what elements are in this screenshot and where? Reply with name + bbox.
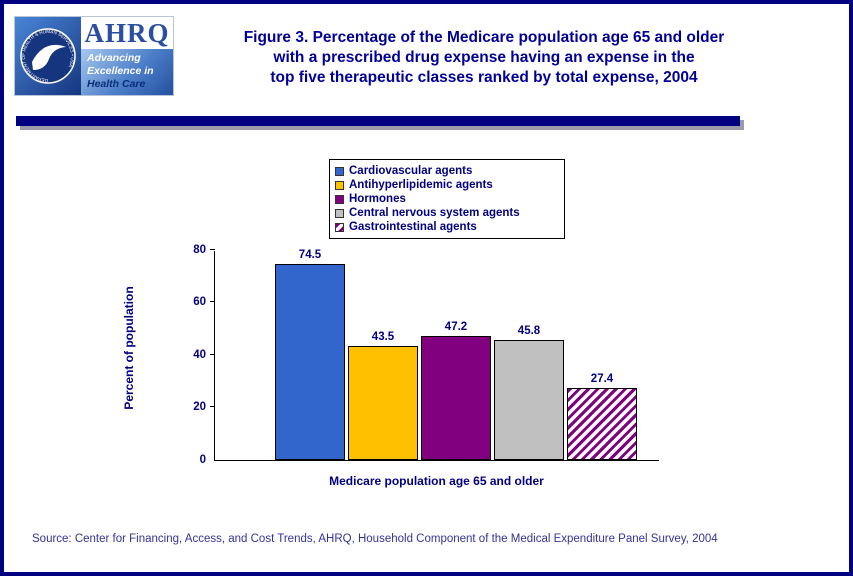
legend-item: Gastrointestinal agents bbox=[335, 220, 558, 234]
legend-swatch bbox=[335, 194, 344, 204]
legend-label: Central nervous system agents bbox=[349, 207, 520, 219]
ahrq-wordmark: AHRQ bbox=[84, 18, 170, 48]
y-tick-mark bbox=[210, 301, 215, 302]
figure-title: Figure 3. Percentage of the Medicare pop… bbox=[164, 28, 804, 88]
eagle-icon bbox=[32, 44, 66, 70]
source-note: Source: Center for Financing, Access, an… bbox=[32, 533, 718, 545]
y-tick-mark bbox=[210, 354, 215, 355]
bar-value-label: 47.2 bbox=[444, 321, 468, 333]
bar-column: 45.8 bbox=[494, 325, 564, 460]
header-divider bbox=[16, 116, 740, 126]
y-tick-label: 20 bbox=[193, 401, 206, 413]
plot-area: 74.5 43.5 47.2 45.8 27.4 0 20 40 60 80 bbox=[193, 244, 659, 466]
legend-label: Hormones bbox=[349, 193, 406, 205]
bar bbox=[348, 346, 418, 460]
figure-title-line: with a prescribed drug expense having an… bbox=[273, 49, 695, 66]
legend-item: Cardiovascular agents bbox=[335, 164, 558, 178]
y-tick-mark bbox=[210, 249, 215, 250]
x-axis-title: Medicare population age 65 and older bbox=[329, 474, 544, 488]
hhs-logo: DEPARTMENT OF HEALTH & HUMAN SERVICES • … bbox=[15, 17, 81, 95]
legend-label: Cardiovascular agents bbox=[349, 165, 473, 177]
y-tick-label: 40 bbox=[193, 349, 206, 361]
tagline-line: Advancing bbox=[87, 52, 141, 64]
bar-value-label: 74.5 bbox=[298, 249, 322, 261]
legend-label: Antihyperlipidemic agents bbox=[349, 179, 493, 191]
tagline-line: Health Care bbox=[87, 78, 146, 90]
ahrq-logo: AHRQ Advancing Excellence in Health Care bbox=[81, 17, 173, 95]
legend-item: Antihyperlipidemic agents bbox=[335, 178, 558, 192]
y-tick-label: 80 bbox=[193, 244, 206, 256]
tagline-line: Excellence in bbox=[87, 65, 154, 77]
bar bbox=[494, 340, 564, 460]
ahrq-tagline: Advancing Excellence in Health Care bbox=[81, 49, 173, 95]
legend-swatch bbox=[335, 166, 344, 176]
legend-swatch bbox=[335, 180, 344, 190]
y-tick-mark bbox=[210, 406, 215, 407]
agency-logos: DEPARTMENT OF HEALTH & HUMAN SERVICES • … bbox=[14, 16, 174, 96]
bar-column: 27.4 bbox=[567, 373, 637, 460]
y-tick-label: 0 bbox=[199, 454, 206, 466]
legend-swatch bbox=[335, 208, 344, 218]
bar-value-label: 43.5 bbox=[371, 331, 395, 343]
legend-label: Gastrointestinal agents bbox=[349, 221, 477, 233]
bar bbox=[275, 264, 345, 460]
bar-column: 43.5 bbox=[348, 331, 418, 460]
legend-item: Central nervous system agents bbox=[335, 206, 558, 220]
y-tick-label: 60 bbox=[193, 296, 206, 308]
bar-column: 74.5 bbox=[275, 249, 345, 460]
bar bbox=[421, 336, 491, 460]
legend-item: Hormones bbox=[335, 192, 558, 206]
legend-swatch bbox=[335, 222, 344, 232]
figure-title-line: Figure 3. Percentage of the Medicare pop… bbox=[243, 29, 725, 46]
hhs-seal-icon: DEPARTMENT OF HEALTH & HUMAN SERVICES • … bbox=[20, 28, 76, 84]
bar-column: 47.2 bbox=[421, 321, 491, 460]
bar-group: 74.5 43.5 47.2 45.8 27.4 bbox=[275, 249, 637, 460]
bar-value-label: 27.4 bbox=[590, 373, 614, 385]
chart-legend: Cardiovascular agents Antihyperlipidemic … bbox=[329, 159, 565, 239]
bar bbox=[567, 388, 637, 460]
bar-value-label: 45.8 bbox=[517, 325, 541, 337]
figure-title-line: top five therapeutic classes ranked by t… bbox=[270, 69, 698, 86]
